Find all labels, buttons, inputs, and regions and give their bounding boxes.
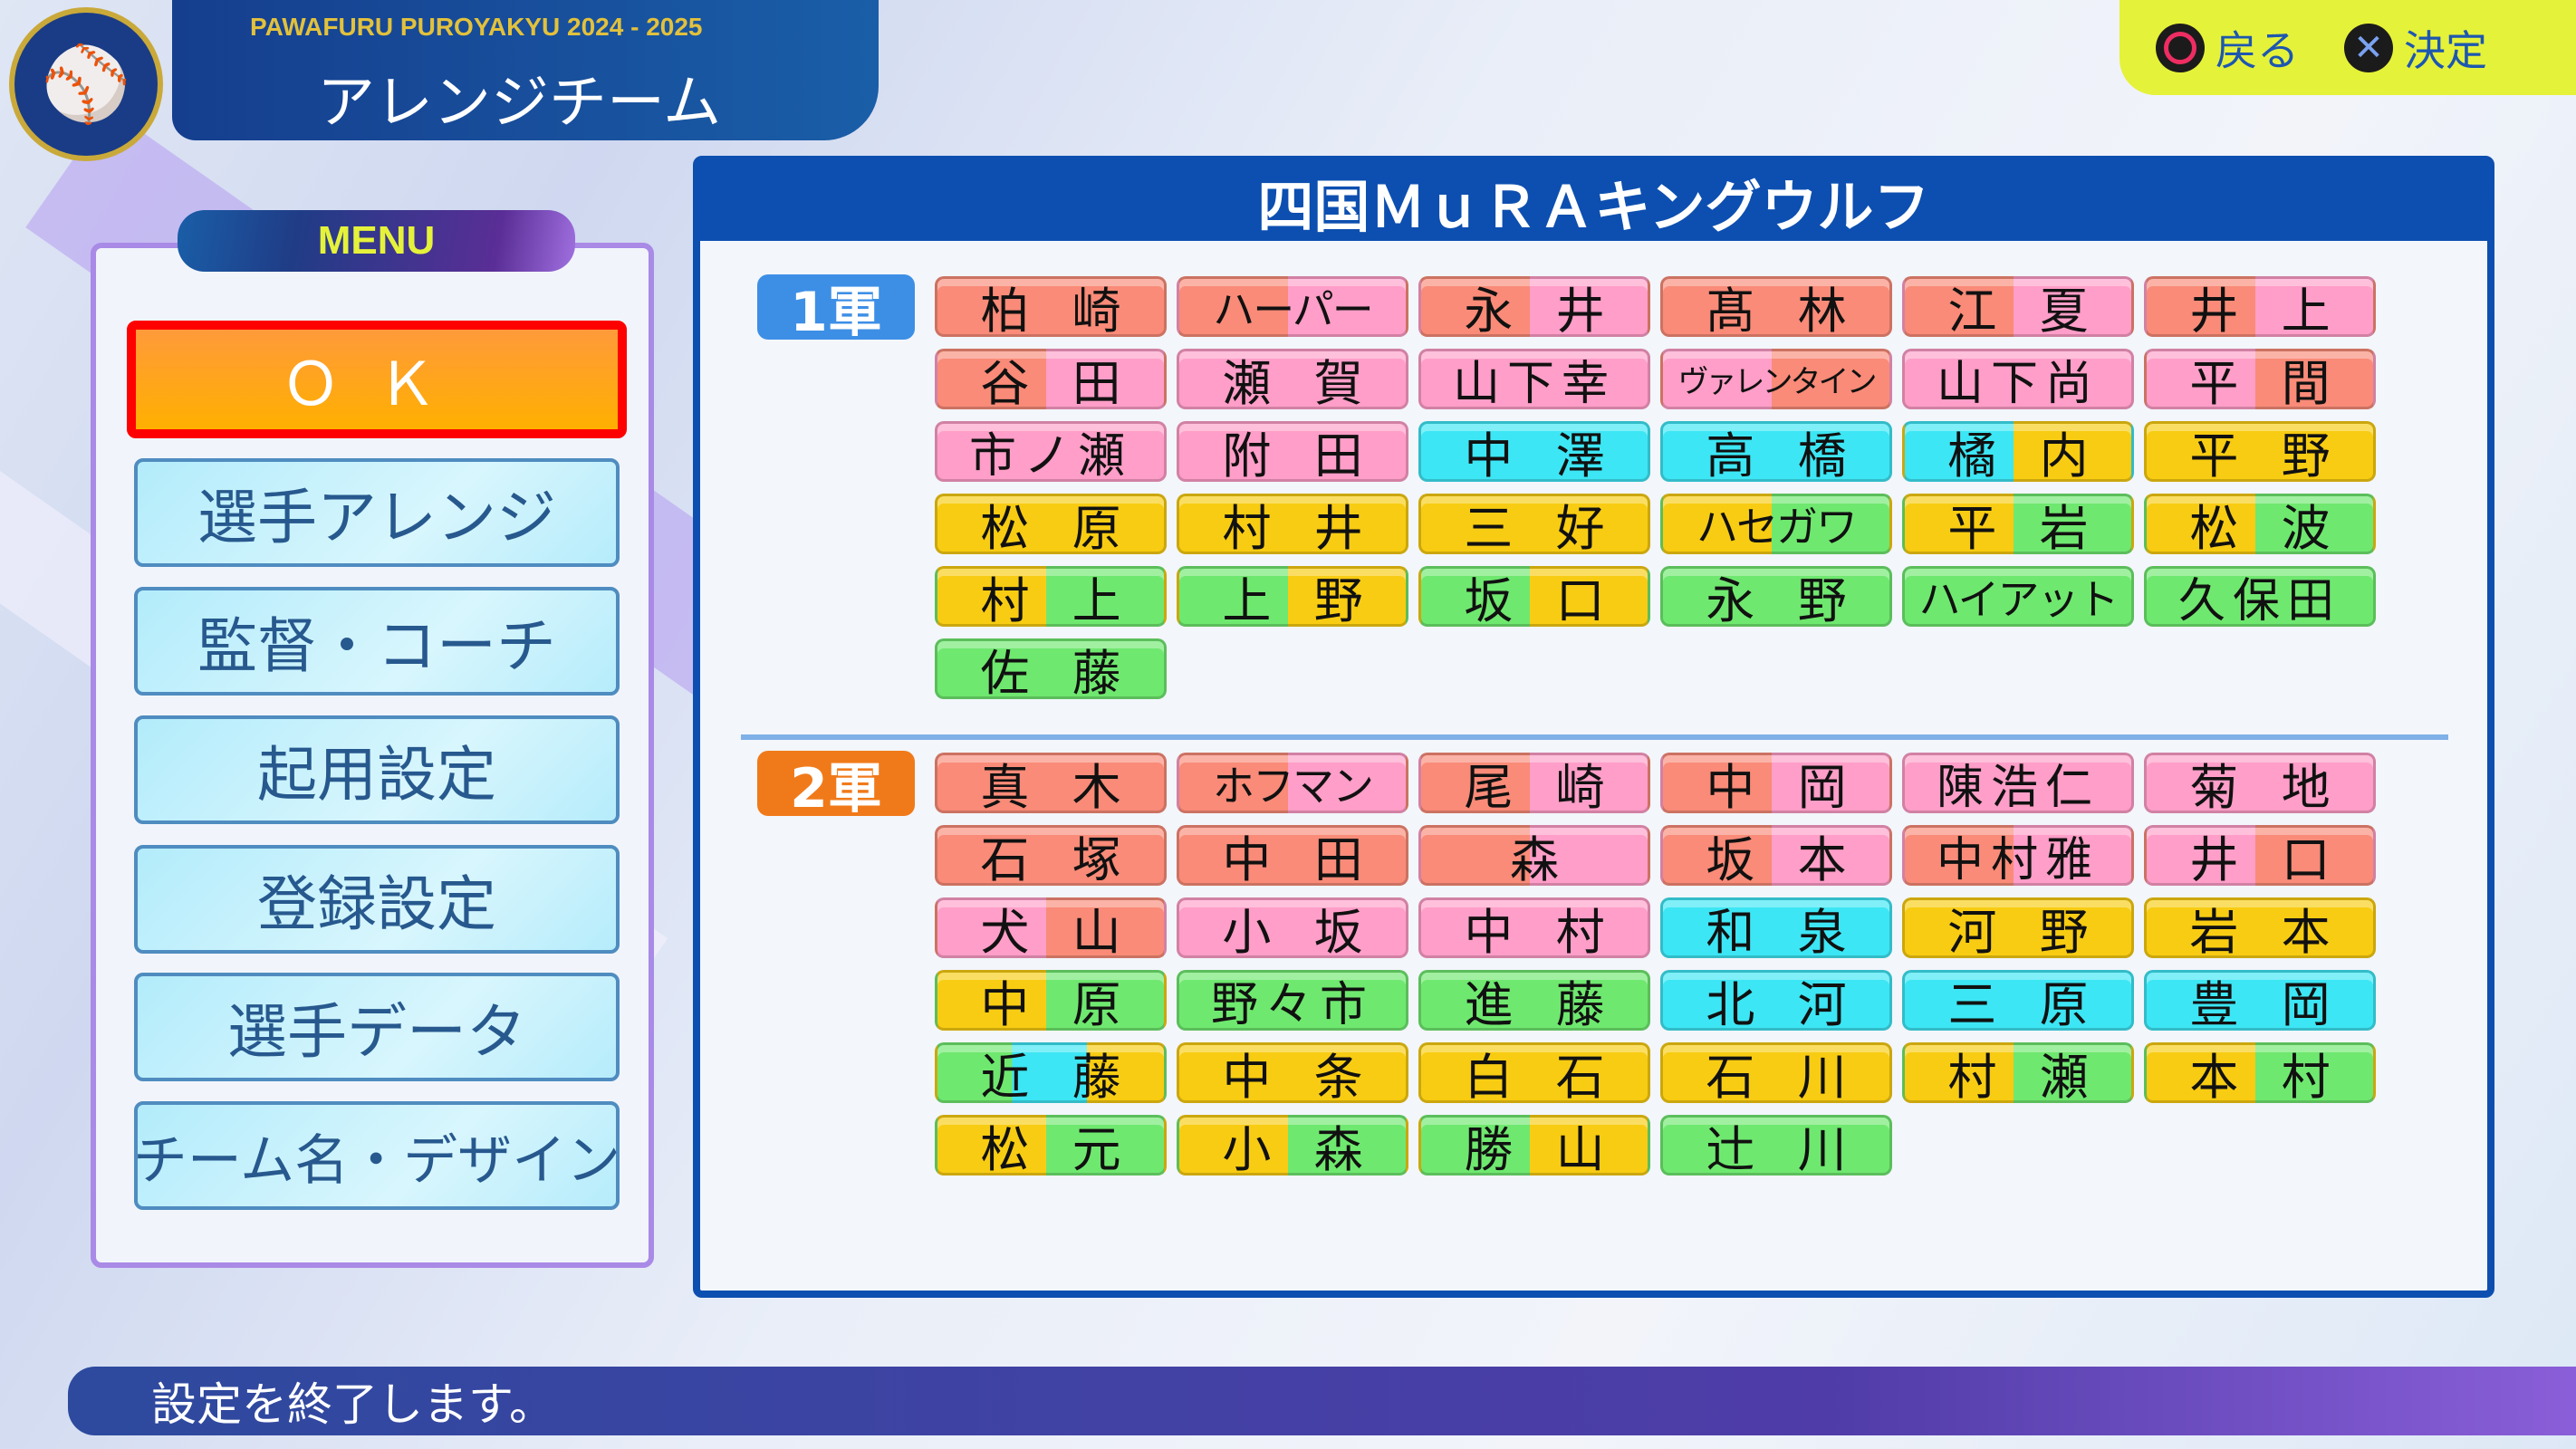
menu-player-data[interactable]: 選手データ — [134, 973, 620, 1081]
player-cell[interactable]: 真木 — [935, 753, 1167, 816]
menu-registration-settings[interactable]: 登録設定 — [134, 845, 620, 954]
header-subtitle: PAWAFURU PUROYAKYU 2024 - 2025 — [250, 13, 703, 41]
player-cell[interactable]: 進藤 — [1418, 970, 1650, 1033]
player-cell[interactable]: 尾崎 — [1418, 753, 1650, 816]
second-team-label: 2軍 — [757, 751, 915, 820]
first-team-label: 1軍 — [757, 274, 915, 344]
player-cell[interactable]: 豊岡 — [2144, 970, 2376, 1033]
player-cell[interactable]: ホフマン — [1177, 753, 1408, 813]
player-cell[interactable]: 佐藤 — [935, 638, 1167, 702]
player-cell[interactable]: 高橋 — [1660, 421, 1892, 485]
player-cell[interactable]: 近藤 — [935, 1042, 1167, 1106]
player-cell[interactable]: 永野 — [1660, 566, 1892, 629]
player-cell[interactable]: 三好 — [1418, 494, 1650, 557]
team-name: 四国ＭｕＲＡキングウルフ — [700, 163, 2487, 241]
ok-button[interactable]: ＯＫ — [127, 321, 627, 438]
player-cell[interactable]: 中条 — [1177, 1042, 1408, 1106]
player-cell[interactable]: 和泉 — [1660, 897, 1892, 961]
menu-team-name-design[interactable]: チーム名・デザイン — [133, 1101, 620, 1210]
player-cell[interactable]: 陳浩仁 — [1902, 753, 2134, 815]
confirm-label: 決定 — [2404, 25, 2487, 75]
player-cell[interactable]: 辻川 — [1660, 1115, 1892, 1178]
player-cell[interactable]: 久保田 — [2144, 566, 2376, 629]
player-cell[interactable]: 小坂 — [1177, 897, 1408, 961]
back-button[interactable]: 戻る — [2156, 18, 2299, 78]
player-cell[interactable]: 山下幸 — [1418, 349, 1650, 411]
player-cell[interactable]: 江夏 — [1902, 276, 2134, 340]
player-cell[interactable]: 瀬賀 — [1177, 349, 1408, 412]
menu-lineup-settings[interactable]: 起用設定 — [134, 715, 620, 824]
player-cell[interactable]: 橘内 — [1902, 421, 2134, 485]
player-cell[interactable]: 山下尚 — [1902, 349, 2134, 411]
player-cell[interactable]: 北河 — [1660, 970, 1892, 1033]
player-cell[interactable]: 中村 — [1418, 897, 1650, 961]
player-cell[interactable]: 菊地 — [2144, 753, 2376, 816]
player-cell[interactable]: 坂口 — [1418, 566, 1650, 629]
player-cell[interactable]: 中田 — [1177, 825, 1408, 888]
player-cell[interactable]: 石塚 — [935, 825, 1167, 888]
confirm-button[interactable]: ✕ 決定 — [2344, 18, 2487, 78]
player-cell[interactable]: ハーパー — [1177, 276, 1408, 337]
cross-button-icon: ✕ — [2344, 23, 2393, 72]
menu-panel: ＯＫ 選手アレンジ 監督・コーチ 起用設定 登録設定 選手データ チーム名・デザ… — [91, 243, 654, 1268]
player-cell[interactable]: ハセガワ — [1660, 494, 1892, 554]
player-cell[interactable]: 松元 — [935, 1115, 1167, 1178]
player-cell[interactable]: 村上 — [935, 566, 1167, 629]
player-cell[interactable]: 小森 — [1177, 1115, 1408, 1178]
player-cell[interactable]: 石川 — [1660, 1042, 1892, 1106]
player-cell[interactable]: ハイアット — [1902, 566, 2134, 627]
player-cell[interactable]: 勝山 — [1418, 1115, 1650, 1178]
player-cell[interactable]: 附田 — [1177, 421, 1408, 485]
player-cell[interactable]: 髙林 — [1660, 276, 1892, 340]
status-message: 設定を終了します。 — [151, 1378, 554, 1431]
player-cell[interactable]: 中澤 — [1418, 421, 1650, 485]
player-cell[interactable]: 平間 — [2144, 349, 2376, 412]
player-cell[interactable]: 河野 — [1902, 897, 2134, 961]
menu-player-arrange[interactable]: 選手アレンジ — [134, 458, 620, 567]
player-cell[interactable]: 上野 — [1177, 566, 1408, 629]
player-cell[interactable]: 村井 — [1177, 494, 1408, 557]
player-cell[interactable]: 三原 — [1902, 970, 2134, 1033]
player-cell[interactable]: 中岡 — [1660, 753, 1892, 816]
player-cell[interactable]: 井上 — [2144, 276, 2376, 340]
player-cell[interactable]: 平岩 — [1902, 494, 2134, 557]
player-cell[interactable]: 永井 — [1418, 276, 1650, 340]
player-cell[interactable]: 中原 — [935, 970, 1167, 1033]
player-cell[interactable]: 本村 — [2144, 1042, 2376, 1106]
player-cell[interactable]: 中村雅 — [1902, 825, 2134, 888]
controller-hints: 戻る ✕ 決定 — [2119, 0, 2576, 95]
player-cell[interactable]: 白石 — [1418, 1042, 1650, 1106]
roster-panel: 四国ＭｕＲＡキングウルフ 1軍柏崎ハーパー永井髙林江夏井上谷田瀬賀山下幸 ヴァレン… — [693, 156, 2494, 1298]
player-cell[interactable]: 森 — [1418, 825, 1650, 888]
player-cell[interactable]: 平野 — [2144, 421, 2376, 485]
player-cell[interactable]: 市ノ瀬 — [935, 421, 1167, 484]
player-cell[interactable]: 井口 — [2144, 825, 2376, 888]
player-cell[interactable]: 柏崎 — [935, 276, 1167, 340]
menu-manager-coach[interactable]: 監督・コーチ — [134, 587, 620, 696]
back-label: 戻る — [2216, 25, 2299, 75]
player-cell[interactable]: 犬山 — [935, 897, 1167, 961]
player-cell[interactable]: 松波 — [2144, 494, 2376, 557]
player-cell[interactable]: 谷田 — [935, 349, 1167, 412]
status-bar: 設定を終了します。 — [68, 1367, 2576, 1435]
page-title: アレンジチーム — [317, 70, 722, 137]
header-banner: PAWAFURU PUROYAKYU 2024 - 2025 アレンジチーム — [172, 0, 879, 140]
group-divider — [741, 734, 2448, 740]
player-cell[interactable]: 松原 — [935, 494, 1167, 557]
player-cell[interactable]: 村瀬 — [1902, 1042, 2134, 1106]
player-cell[interactable]: ヴァレンタイン — [1660, 349, 1892, 409]
menu-title: MENU — [178, 210, 575, 272]
circle-button-icon — [2156, 23, 2205, 72]
player-cell[interactable]: 野々市 — [1177, 970, 1408, 1032]
anniversary-logo: ⚾ — [9, 7, 163, 161]
player-cell[interactable]: 坂本 — [1660, 825, 1892, 888]
player-cell[interactable]: 岩本 — [2144, 897, 2376, 961]
